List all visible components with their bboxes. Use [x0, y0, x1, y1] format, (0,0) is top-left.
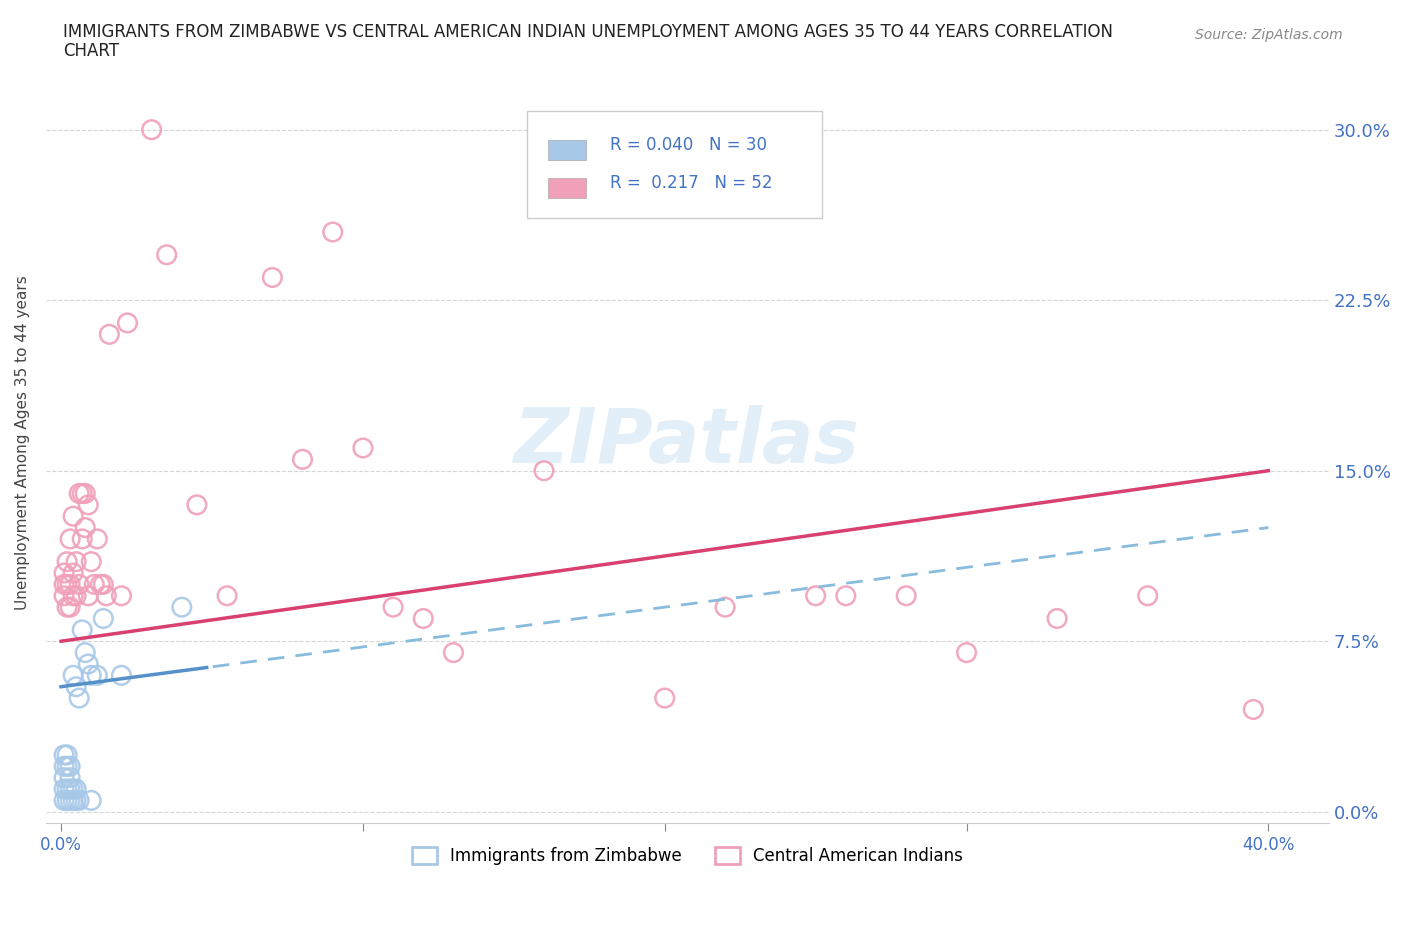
Point	[67, 793, 90, 808]
Point	[714, 600, 737, 615]
Point	[56, 748, 79, 763]
Point	[70, 622, 93, 637]
Point	[110, 589, 132, 604]
Point	[56, 793, 79, 808]
Point	[53, 565, 76, 580]
Point	[53, 781, 76, 796]
Point	[77, 498, 100, 512]
FancyBboxPatch shape	[547, 140, 586, 160]
Point	[156, 247, 179, 262]
Point	[217, 589, 239, 604]
FancyBboxPatch shape	[527, 111, 823, 218]
Point	[322, 224, 344, 239]
Point	[170, 600, 193, 615]
Point	[62, 793, 84, 808]
Point	[67, 691, 90, 706]
Point	[59, 532, 82, 547]
Point	[53, 589, 76, 604]
Point	[186, 498, 208, 512]
Point	[110, 668, 132, 683]
Point	[98, 326, 121, 341]
Point	[59, 600, 82, 615]
Point	[262, 270, 284, 285]
Point	[533, 463, 555, 478]
Point	[59, 793, 82, 808]
Point	[141, 122, 163, 137]
Point	[53, 793, 76, 808]
Point	[70, 486, 93, 501]
Point	[352, 441, 374, 456]
Point	[59, 781, 82, 796]
Text: CHART: CHART	[63, 42, 120, 60]
Point	[83, 577, 105, 591]
Point	[62, 589, 84, 604]
Point	[443, 645, 465, 660]
Point	[77, 657, 100, 671]
Point	[67, 486, 90, 501]
Point	[53, 748, 76, 763]
Point	[53, 759, 76, 774]
Point	[56, 781, 79, 796]
Point	[77, 589, 100, 604]
Text: R = 0.040   N = 30: R = 0.040 N = 30	[610, 137, 768, 154]
Point	[62, 668, 84, 683]
Point	[65, 679, 87, 694]
Point	[835, 589, 858, 604]
Text: IMMIGRANTS FROM ZIMBABWE VS CENTRAL AMERICAN INDIAN UNEMPLOYMENT AMONG AGES 35 T: IMMIGRANTS FROM ZIMBABWE VS CENTRAL AMER…	[63, 23, 1114, 41]
Point	[65, 793, 87, 808]
Point	[53, 577, 76, 591]
Point	[412, 611, 434, 626]
Text: R =  0.217   N = 52: R = 0.217 N = 52	[610, 174, 773, 193]
Point	[70, 532, 93, 547]
Point	[62, 509, 84, 524]
Text: Source: ZipAtlas.com: Source: ZipAtlas.com	[1195, 28, 1343, 42]
Point	[80, 793, 103, 808]
Point	[75, 486, 97, 501]
Point	[56, 759, 79, 774]
Point	[1241, 702, 1264, 717]
Point	[53, 770, 76, 785]
Point	[59, 770, 82, 785]
Point	[896, 589, 918, 604]
Legend: Immigrants from Zimbabwe, Central American Indians: Immigrants from Zimbabwe, Central Americ…	[405, 841, 970, 872]
Point	[67, 577, 90, 591]
Point	[1136, 589, 1159, 604]
Point	[382, 600, 405, 615]
Point	[91, 577, 114, 591]
Point	[91, 611, 114, 626]
Text: ZIPatlas: ZIPatlas	[515, 405, 860, 479]
Point	[62, 565, 84, 580]
Point	[80, 554, 103, 569]
Point	[59, 577, 82, 591]
Point	[65, 554, 87, 569]
Point	[89, 577, 111, 591]
Point	[62, 781, 84, 796]
Point	[56, 577, 79, 591]
Point	[117, 315, 139, 330]
Point	[65, 781, 87, 796]
FancyBboxPatch shape	[547, 179, 586, 198]
Point	[86, 532, 108, 547]
Point	[59, 759, 82, 774]
Point	[96, 589, 118, 604]
Point	[80, 668, 103, 683]
Point	[291, 452, 314, 467]
Point	[804, 589, 827, 604]
Point	[1046, 611, 1069, 626]
Point	[654, 691, 676, 706]
Point	[56, 600, 79, 615]
Point	[75, 645, 97, 660]
Point	[56, 554, 79, 569]
Point	[65, 589, 87, 604]
Point	[86, 668, 108, 683]
Y-axis label: Unemployment Among Ages 35 to 44 years: Unemployment Among Ages 35 to 44 years	[15, 275, 30, 610]
Point	[75, 520, 97, 535]
Point	[955, 645, 977, 660]
